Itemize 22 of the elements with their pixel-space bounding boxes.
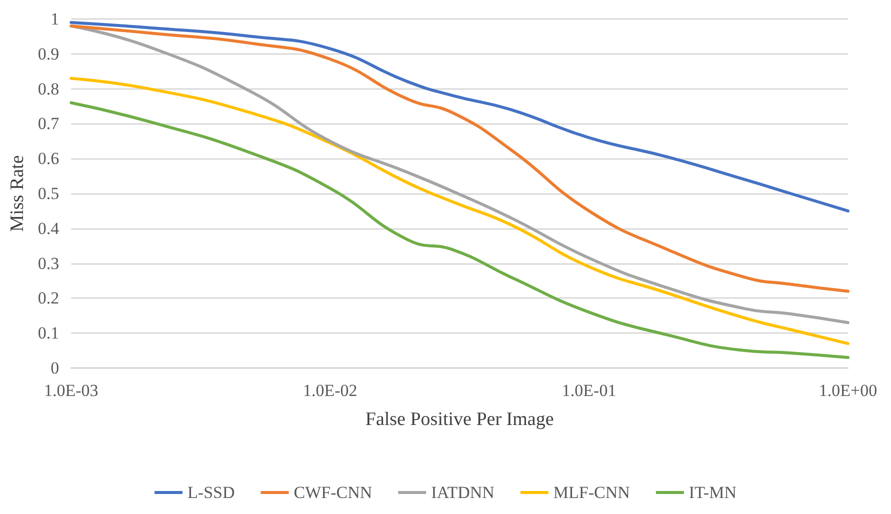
legend-label: L-SSD — [188, 483, 235, 502]
y-tick-label: 0.3 — [38, 254, 60, 273]
legend-label: MLF-CNN — [553, 483, 630, 502]
y-tick-label: 0.9 — [38, 44, 60, 64]
y-tick-label: 0.6 — [38, 149, 60, 168]
y-tick-label: 0.8 — [38, 79, 60, 98]
legend-label: CWF-CNN — [294, 483, 372, 502]
y-tick-label: 0 — [50, 358, 60, 378]
y-tick-label: 0.1 — [38, 324, 60, 343]
legend-label: IATDNN — [431, 483, 494, 502]
x-tick-label: 1.0E-02 — [302, 381, 358, 400]
x-tick-label: 1.0E-01 — [562, 381, 616, 400]
legend-label: IT-MN — [688, 483, 736, 502]
x-tick-label: 1.0E+00 — [818, 381, 878, 400]
y-tick-label: 0.7 — [38, 114, 60, 134]
y-tick-label: 0.2 — [38, 288, 60, 308]
y-tick-label: 0.4 — [38, 218, 60, 238]
x-tick-label: 1.0E-03 — [44, 381, 98, 400]
y-tick-label: 1 — [50, 10, 60, 28]
y-tick-label: 0.5 — [38, 184, 60, 203]
x-axis-title: False Positive Per Image — [365, 409, 554, 430]
y-axis-title: Miss Rate — [7, 155, 28, 232]
